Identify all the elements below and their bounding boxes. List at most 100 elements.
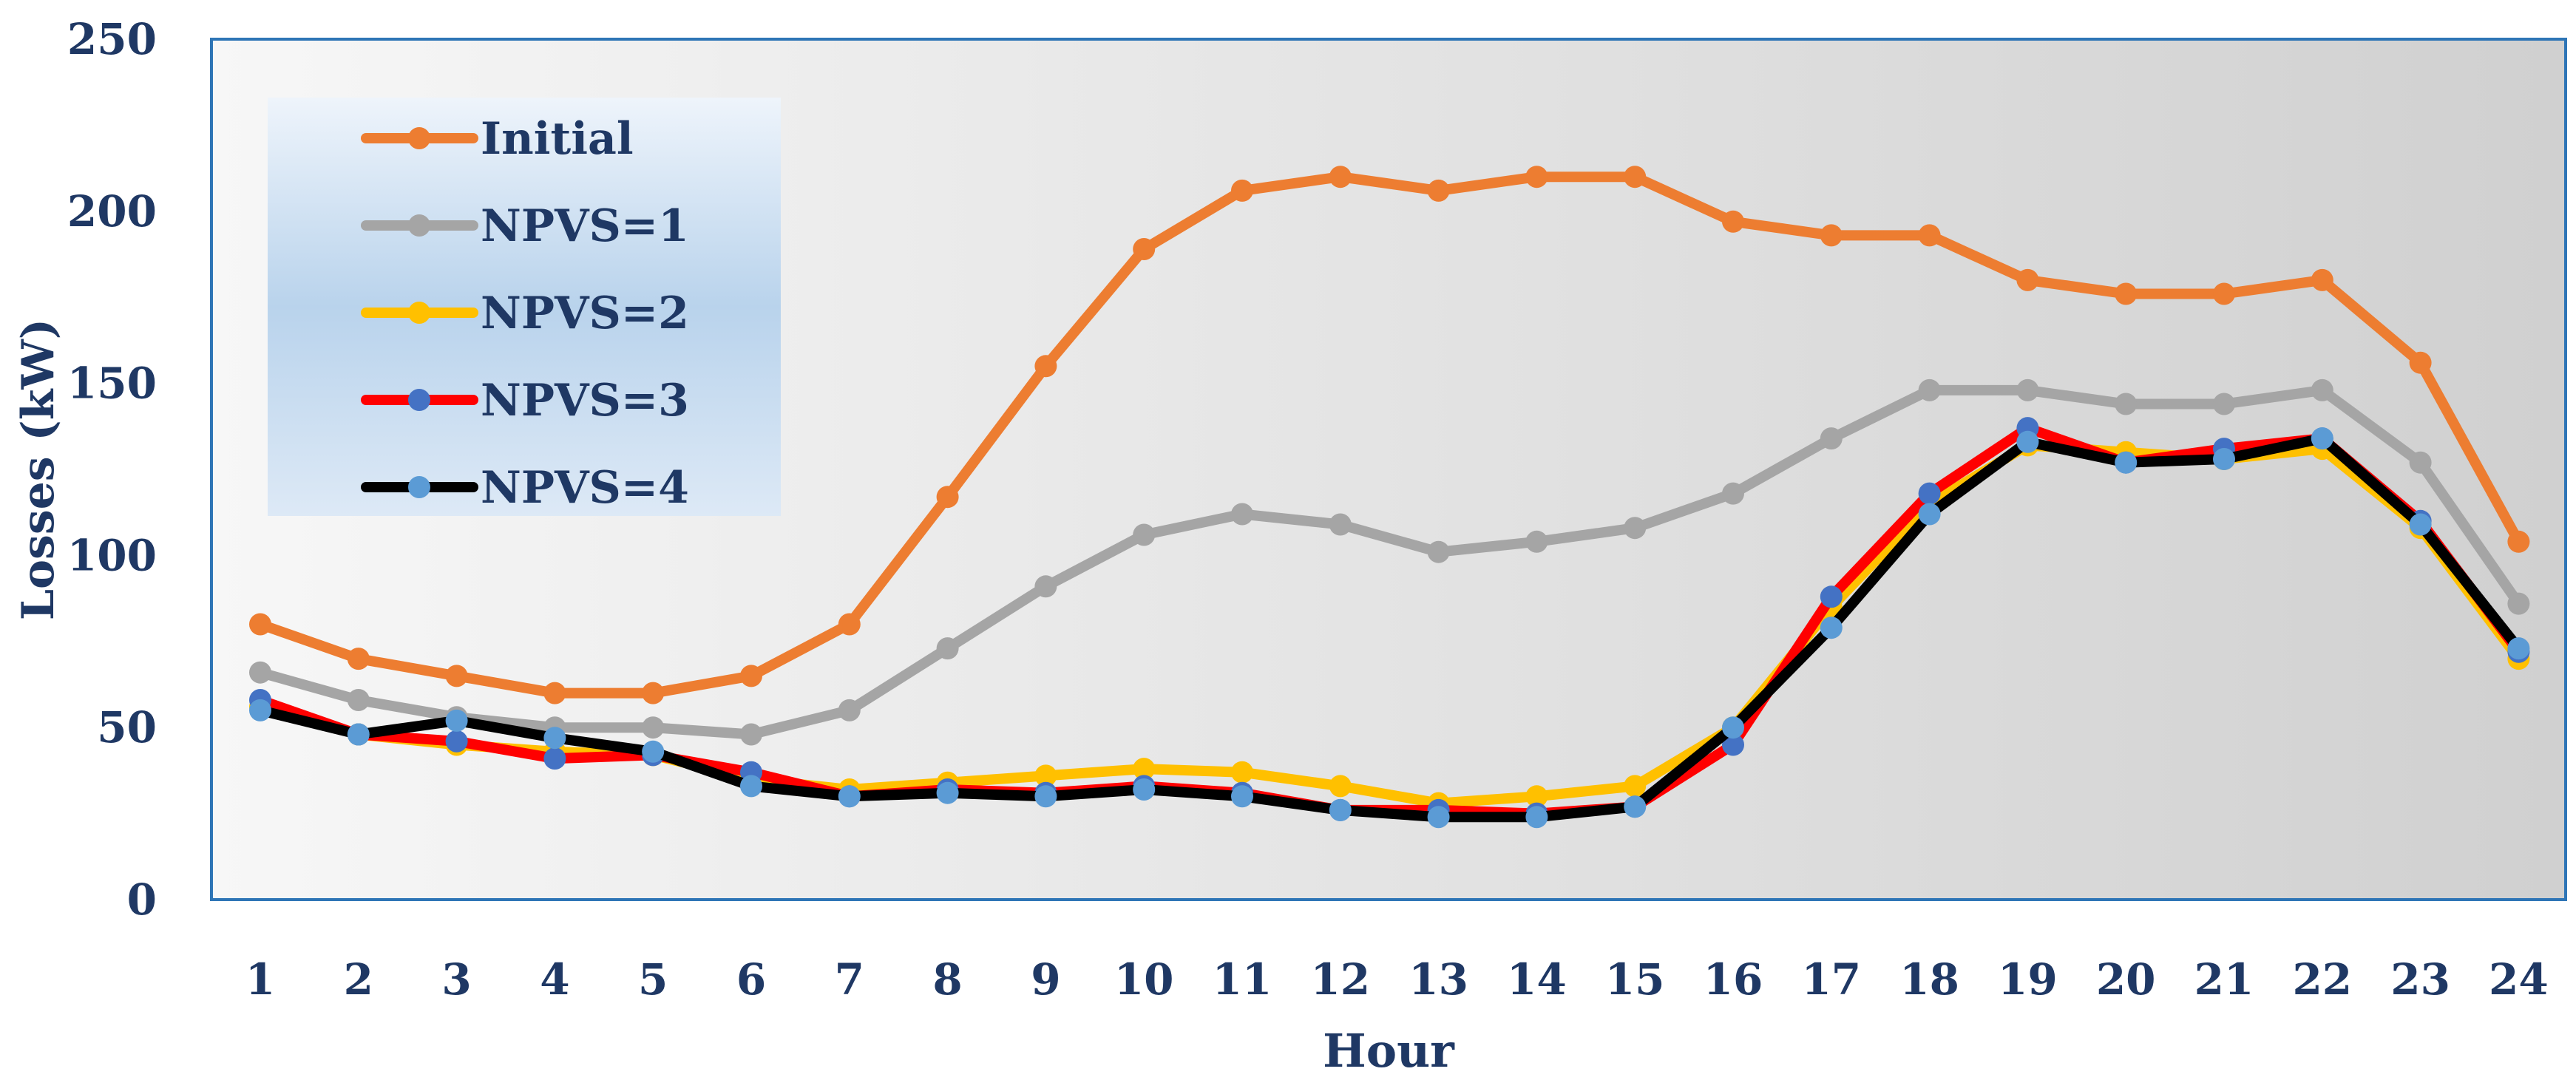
series-line [255, 433, 2524, 823]
data-point [1231, 761, 1253, 784]
x-tick-label: 20 [2096, 954, 2156, 1005]
data-point [1329, 513, 1352, 536]
x-tick-label: 21 [2194, 954, 2254, 1005]
data-point [2213, 282, 2235, 305]
data-point [1034, 785, 1057, 808]
data-point [642, 682, 665, 704]
y-tick-label: 100 [67, 530, 157, 580]
data-point [2311, 378, 2333, 401]
data-point [249, 661, 271, 684]
data-point [642, 740, 665, 763]
data-point [2507, 637, 2530, 660]
y-axis-label: Losses (kW) [13, 319, 64, 620]
data-point [1133, 758, 1156, 781]
data-point [2409, 451, 2432, 474]
data-point [1133, 523, 1156, 546]
data-point [1133, 778, 1156, 801]
legend-label: NPVS=3 [481, 375, 689, 427]
data-point [2507, 592, 2530, 615]
x-tick-label: 11 [1213, 954, 1272, 1005]
data-point [1427, 540, 1450, 563]
data-point [1231, 179, 1253, 202]
y-tick-label: 250 [67, 14, 157, 64]
y-tick-label: 50 [97, 702, 157, 753]
y-axis-tick-labels: 0 50 100 150 200 250 [67, 14, 157, 925]
data-point [1624, 517, 1647, 540]
legend-item: NPVS=2 [361, 288, 689, 339]
x-tick-label: 8 [932, 954, 962, 1005]
data-point [2409, 351, 2432, 374]
data-point [543, 747, 566, 770]
x-tick-label: 1 [245, 954, 275, 1005]
legend-label: NPVS=4 [481, 462, 689, 514]
data-point [1624, 775, 1647, 798]
x-tick-label: 23 [2390, 954, 2450, 1005]
data-point [445, 709, 468, 732]
data-point [838, 699, 861, 721]
x-tick-label: 14 [1507, 954, 1567, 1005]
data-point [347, 648, 370, 670]
data-point [1231, 785, 1253, 808]
data-point [249, 613, 271, 636]
data-point [838, 613, 861, 636]
x-tick-label: 18 [1899, 954, 1959, 1005]
data-point [936, 781, 959, 804]
data-point [1918, 503, 1941, 526]
series-5 [249, 427, 2530, 829]
data-point [249, 699, 271, 721]
data-point [1918, 482, 1941, 505]
data-point [1231, 503, 1253, 526]
data-point [347, 723, 370, 746]
data-point [740, 723, 762, 746]
data-point [1918, 378, 1941, 401]
legend-swatch-marker [408, 389, 430, 411]
x-tick-label: 24 [2489, 954, 2549, 1005]
data-point [2016, 378, 2039, 401]
legend-label: NPVS=1 [481, 200, 689, 252]
legend-item: NPVS=1 [361, 200, 689, 252]
data-point [543, 682, 566, 704]
data-point [1525, 806, 1548, 829]
x-tick-label: 22 [2292, 954, 2352, 1005]
data-point [1034, 764, 1057, 787]
data-point [2016, 430, 2039, 453]
x-tick-label: 7 [835, 954, 864, 1005]
x-tick-label: 13 [1409, 954, 1468, 1005]
data-point [1918, 224, 1941, 247]
data-point [1329, 775, 1352, 798]
series-layer [249, 166, 2530, 829]
data-point [1820, 585, 1843, 608]
data-point [2213, 448, 2235, 470]
data-point [445, 665, 468, 687]
data-point [1722, 482, 1744, 505]
legend-box [268, 98, 781, 516]
x-tick-label: 16 [1704, 954, 1763, 1005]
x-tick-label: 5 [638, 954, 668, 1005]
data-point [936, 486, 959, 509]
x-tick-label: 12 [1310, 954, 1370, 1005]
data-point [642, 716, 665, 739]
y-tick-label: 200 [67, 186, 157, 237]
data-point [445, 730, 468, 753]
x-tick-label: 4 [540, 954, 569, 1005]
data-point [1722, 733, 1744, 756]
data-point [740, 665, 762, 687]
data-point [2213, 393, 2235, 415]
data-point [2016, 268, 2039, 291]
data-point [1722, 210, 1744, 233]
legend: Initial NPVS=1 NPVS=2 NPVS=3 NPVS=4 [268, 98, 781, 516]
data-point [1525, 785, 1548, 808]
legend-item: NPVS=3 [361, 375, 689, 427]
data-point [2311, 427, 2333, 450]
data-point [936, 637, 959, 660]
x-tick-label: 2 [344, 954, 373, 1005]
x-tick-label: 6 [736, 954, 766, 1005]
data-point [1525, 530, 1548, 553]
legend-label: Initial [481, 113, 634, 165]
data-point [1820, 224, 1843, 247]
data-point [1525, 166, 1548, 189]
y-tick-label: 0 [127, 874, 157, 925]
data-point [2115, 451, 2138, 474]
x-axis-label: Hour [1323, 1024, 1455, 1078]
series-1 [249, 166, 2530, 704]
